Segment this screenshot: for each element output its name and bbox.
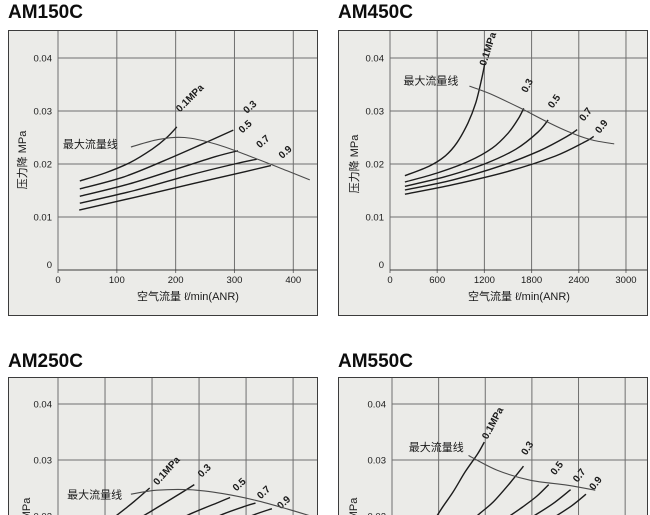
chart-border — [8, 377, 318, 515]
x-tick-label: 1800 — [521, 275, 542, 286]
y-tick-label: 0.01 — [34, 213, 53, 224]
x-tick-label: 2400 — [568, 275, 589, 286]
y-tick-label: 0.04 — [366, 54, 385, 65]
max-flow-line — [469, 85, 615, 145]
max-flow-line-label: 最大流量线 — [409, 440, 464, 454]
y-tick-label: 0.02 — [34, 160, 53, 171]
chart-title-am450c: AM450C — [338, 2, 413, 23]
x-tick-label: 600 — [429, 275, 445, 286]
am150c-flow-chart: 0.04 0.03 0.02 0.01 00 100 200 300 400 空气流量 ℓ/min… — [8, 30, 318, 316]
curve-0.3 — [404, 107, 525, 183]
y-tick-label: 0.03 — [366, 107, 385, 118]
curve-0.7 — [404, 129, 578, 191]
y-tick-label: 0.03 — [34, 456, 53, 467]
curve-0.5 — [186, 496, 231, 515]
y-tick-label: 0.04 — [34, 54, 53, 65]
y-tick-label: 0.02 — [368, 512, 387, 515]
am250c-flow-chart: 0.040.030.02压力降 MPa0.1MPa0.30.50.70.9最大流… — [8, 377, 318, 515]
max-flow-line-label: 最大流量线 — [403, 73, 458, 87]
y-axis-title: 压力降 MPa — [347, 134, 361, 194]
max-flow-line — [468, 455, 596, 491]
y-tick-label: 0.04 — [34, 400, 53, 411]
x-tick-label: 0 — [387, 275, 392, 286]
y-axis-title: 压力降 MPa — [19, 497, 33, 515]
x-tick-label: 200 — [168, 275, 184, 286]
chart-border — [8, 30, 318, 316]
x-axis-title: 空气流量 ℓ/min(ANR) — [137, 289, 239, 303]
curve-0.7 — [79, 158, 257, 204]
x-tick-label: 300 — [227, 275, 243, 286]
x-axis-title: 空气流量 ℓ/min(ANR) — [468, 289, 570, 303]
curve-0.9 — [556, 493, 587, 515]
chart-background — [338, 377, 648, 515]
curve-0.1MPa — [404, 63, 486, 177]
chart-title-am150c: AM150C — [8, 2, 83, 23]
y-tick-label: 0 — [379, 260, 384, 271]
max-flow-line — [130, 136, 311, 181]
x-tick-label: 3000 — [615, 275, 636, 286]
curve-0.3 — [143, 484, 195, 515]
y-tick-label: 0.02 — [366, 160, 385, 171]
chart-border — [338, 377, 648, 515]
chart-background — [338, 30, 648, 316]
curve-0.9 — [79, 164, 272, 211]
y-tick-label: 0.04 — [368, 400, 387, 411]
max-flow-line — [130, 488, 310, 515]
am550c-flow-chart: 0.040.030.02压力降 MPa0.1MPa0.30.50.70.9最大流… — [338, 377, 648, 515]
chart-border — [338, 30, 648, 316]
curve-0.3 — [79, 129, 234, 190]
curve-0.1MPa — [436, 441, 485, 515]
x-tick-label: 1200 — [474, 275, 495, 286]
am450c-flow-chart: 0.04 0.03 0.02 0.01 00 600 1200 1800 2400 3000 空气流… — [338, 30, 648, 316]
curve-0.5 — [509, 484, 550, 515]
curve-0.3 — [476, 465, 525, 515]
chart-background — [8, 377, 318, 515]
x-tick-label: 400 — [285, 275, 301, 286]
curve-0.9 — [251, 508, 273, 515]
chart-title-am550c: AM550C — [338, 351, 413, 372]
x-tick-label: 0 — [55, 275, 60, 286]
curve-0.7 — [533, 489, 572, 515]
curve-0.5 — [79, 150, 239, 197]
curve-0.1MPa — [79, 126, 178, 182]
y-tick-label: 0 — [47, 260, 52, 271]
y-tick-label: 0.01 — [366, 213, 385, 224]
max-flow-line-label: 最大流量线 — [63, 137, 118, 151]
y-tick-label: 0.03 — [368, 456, 387, 467]
y-axis-title: 压力降 MPa — [346, 497, 360, 515]
y-tick-label: 0.02 — [34, 512, 53, 515]
max-flow-line-label: 最大流量线 — [67, 488, 122, 502]
curve-0.7 — [219, 502, 256, 515]
curve-0.9 — [404, 135, 595, 195]
y-tick-label: 0.03 — [34, 107, 53, 118]
x-tick-label: 100 — [109, 275, 125, 286]
chart-title-am250c: AM250C — [8, 351, 83, 372]
y-axis-title: 压力降 MPa — [15, 130, 29, 190]
curve-0.5 — [404, 119, 549, 187]
